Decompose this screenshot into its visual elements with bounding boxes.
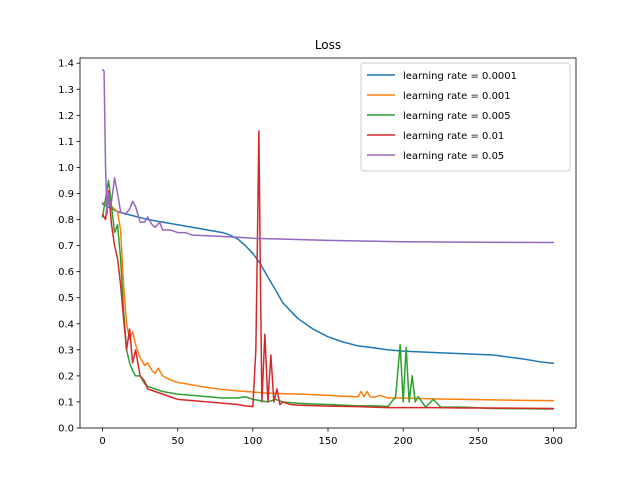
legend-label-4: learning rate = 0.05 [403, 151, 504, 162]
chart-title: Loss [315, 38, 341, 52]
y-tick-label-5: 0.5 [58, 293, 74, 304]
y-tick-label-9: 0.9 [58, 189, 74, 200]
y-tick-label-11: 1.1 [58, 137, 74, 148]
series-line-4 [101, 68, 555, 244]
legend-label-3: learning rate = 0.01 [403, 131, 504, 142]
series-lines [101, 68, 555, 410]
y-tick-label-12: 1.2 [58, 111, 74, 122]
x-tick-label-5: 250 [469, 436, 488, 447]
legend: learning rate = 0.0001 learning rate = 0.… [360, 62, 571, 172]
axes: 0 50 100 150 200 250 300 0.0 0.1 0.2 0.3 0.4 0.5 0.6 0… [58, 57, 577, 447]
x-tick-label-6: 300 [544, 436, 563, 447]
x-tick-label-0: 0 [99, 436, 105, 447]
x-tick-label-2: 100 [243, 436, 262, 447]
series-line-0 [101, 203, 555, 365]
series-line-2 [101, 179, 555, 410]
legend-box [360, 62, 571, 172]
y-tick-label-7: 0.7 [58, 241, 74, 252]
legend-label-0: learning rate = 0.0001 [403, 71, 517, 82]
y-tick-label-2: 0.2 [58, 371, 74, 382]
legend-label-2: learning rate = 0.005 [403, 111, 511, 122]
legend-label-1: learning rate = 0.001 [403, 91, 511, 102]
plot-area [101, 68, 555, 410]
y-tick-label-0: 0.0 [58, 424, 74, 435]
y-tick-label-8: 0.8 [58, 215, 74, 226]
y-tick-label-4: 0.4 [58, 319, 74, 330]
y-tick-label-13: 1.3 [58, 85, 74, 96]
y-tick-label-1: 0.1 [58, 397, 74, 408]
y-tick-label-14: 1.4 [58, 59, 74, 70]
x-tick-label-3: 150 [318, 436, 337, 447]
y-tick-label-6: 0.6 [58, 267, 74, 278]
series-line-3 [101, 130, 555, 410]
x-tick-label-4: 200 [394, 436, 413, 447]
y-tick-label-10: 1.0 [58, 163, 74, 174]
y-tick-label-3: 0.3 [58, 345, 74, 356]
x-tick-label-1: 50 [171, 436, 184, 447]
